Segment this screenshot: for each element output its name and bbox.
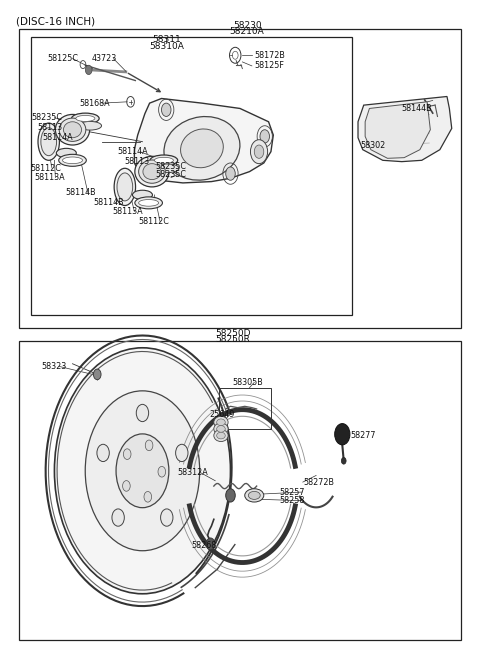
Circle shape: [341, 458, 346, 464]
Circle shape: [254, 145, 264, 159]
Bar: [218, 388, 271, 429]
Text: 58250D: 58250D: [215, 329, 251, 339]
Ellipse shape: [164, 116, 240, 180]
Circle shape: [94, 369, 101, 380]
Circle shape: [176, 444, 188, 462]
Ellipse shape: [155, 157, 173, 163]
Circle shape: [226, 489, 235, 502]
Ellipse shape: [216, 432, 225, 439]
Circle shape: [123, 449, 131, 460]
Text: 58312A: 58312A: [177, 468, 208, 476]
Circle shape: [85, 66, 92, 74]
Ellipse shape: [180, 129, 223, 168]
Text: 58235C: 58235C: [32, 113, 62, 122]
Ellipse shape: [59, 118, 86, 141]
Ellipse shape: [150, 155, 178, 166]
Text: 58114A: 58114A: [118, 147, 148, 156]
Bar: [19, 341, 461, 640]
Polygon shape: [134, 98, 273, 183]
Circle shape: [116, 434, 169, 508]
Ellipse shape: [79, 121, 102, 130]
Ellipse shape: [214, 423, 228, 435]
Text: 58277: 58277: [350, 431, 376, 440]
Circle shape: [161, 509, 173, 527]
Text: 58113: 58113: [38, 122, 63, 132]
Text: 58113A: 58113A: [112, 207, 143, 216]
Ellipse shape: [56, 149, 76, 158]
Ellipse shape: [132, 190, 153, 199]
Text: 58258: 58258: [279, 496, 304, 505]
Circle shape: [122, 480, 130, 491]
Circle shape: [97, 444, 109, 462]
Circle shape: [136, 404, 149, 421]
Text: 58112C: 58112C: [138, 217, 169, 226]
Circle shape: [145, 440, 153, 451]
Ellipse shape: [59, 155, 86, 167]
Text: 58230: 58230: [233, 21, 262, 29]
Text: 58310A: 58310A: [149, 42, 184, 51]
Ellipse shape: [114, 169, 135, 205]
Text: (DISC-16 INCH): (DISC-16 INCH): [16, 17, 96, 27]
Polygon shape: [358, 96, 452, 162]
Bar: [31, 37, 352, 314]
Text: 58172B: 58172B: [254, 51, 285, 60]
Ellipse shape: [38, 123, 60, 161]
Text: 58112C: 58112C: [31, 164, 61, 173]
Circle shape: [54, 348, 230, 594]
Ellipse shape: [156, 164, 179, 173]
Circle shape: [144, 492, 152, 502]
Text: 58235C: 58235C: [156, 171, 186, 179]
Text: 58235C: 58235C: [156, 162, 186, 171]
Circle shape: [161, 103, 171, 116]
Ellipse shape: [117, 173, 132, 201]
Ellipse shape: [214, 416, 228, 428]
Text: 58210A: 58210A: [230, 27, 264, 36]
Ellipse shape: [62, 157, 83, 164]
Circle shape: [112, 509, 124, 527]
Text: 58305B: 58305B: [232, 378, 263, 387]
Ellipse shape: [139, 160, 165, 183]
Text: 58250R: 58250R: [216, 335, 250, 344]
Ellipse shape: [245, 489, 264, 502]
Circle shape: [251, 140, 267, 164]
Ellipse shape: [216, 419, 225, 425]
Bar: [19, 29, 461, 328]
Text: 58114B: 58114B: [65, 188, 96, 197]
Text: 58268: 58268: [191, 541, 216, 551]
Circle shape: [158, 466, 166, 477]
Ellipse shape: [63, 122, 82, 138]
Circle shape: [206, 538, 215, 550]
Text: 25649: 25649: [209, 410, 234, 419]
Text: 58125C: 58125C: [48, 54, 78, 63]
Ellipse shape: [143, 164, 161, 179]
Text: 58311: 58311: [152, 35, 180, 44]
Circle shape: [226, 167, 235, 180]
Text: 58114B: 58114B: [94, 199, 124, 207]
Text: 58168A: 58168A: [80, 98, 110, 108]
Ellipse shape: [248, 492, 260, 499]
Ellipse shape: [55, 114, 90, 145]
Text: 58113A: 58113A: [35, 173, 65, 182]
Ellipse shape: [214, 429, 228, 442]
Text: 58302: 58302: [360, 140, 385, 150]
Circle shape: [260, 130, 269, 143]
Text: 58114A: 58114A: [43, 132, 73, 142]
Text: 58323: 58323: [41, 362, 66, 371]
Circle shape: [335, 423, 350, 445]
Text: 58144B: 58144B: [402, 104, 432, 113]
Ellipse shape: [216, 425, 225, 432]
Ellipse shape: [41, 128, 57, 156]
Polygon shape: [365, 102, 431, 159]
Ellipse shape: [135, 157, 169, 187]
Ellipse shape: [72, 113, 99, 124]
Text: 43723: 43723: [92, 54, 117, 63]
Text: 58125F: 58125F: [254, 62, 284, 70]
Text: 58257: 58257: [279, 488, 304, 496]
Ellipse shape: [135, 197, 162, 209]
Ellipse shape: [76, 116, 95, 121]
Ellipse shape: [139, 199, 158, 206]
Text: 58113: 58113: [125, 157, 150, 166]
Text: 58272B: 58272B: [304, 478, 335, 486]
Circle shape: [85, 391, 200, 551]
